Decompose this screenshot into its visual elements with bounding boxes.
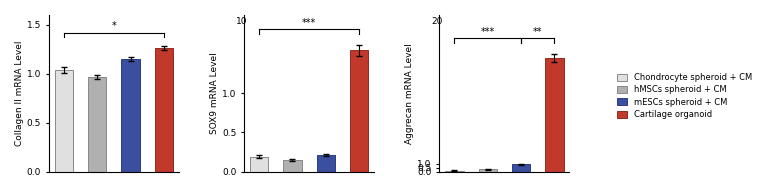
Bar	[88, 77, 106, 171]
Bar	[512, 164, 531, 171]
Text: ***: ***	[480, 27, 495, 37]
Bar	[545, 58, 563, 171]
Legend: Chondrocyte spheroid + CM, hMSCs spheroid + CM, mESCs spheroid + CM, Cartilage o: Chondrocyte spheroid + CM, hMSCs spheroi…	[615, 70, 755, 122]
Y-axis label: Collagen II mRNA Level: Collagen II mRNA Level	[15, 41, 24, 146]
Bar	[446, 170, 464, 171]
Y-axis label: SOX9 mRNA Level: SOX9 mRNA Level	[210, 52, 219, 134]
Bar	[317, 155, 335, 171]
Bar	[350, 50, 368, 171]
Text: **: **	[533, 27, 543, 37]
Bar	[478, 169, 497, 171]
Text: *: *	[112, 21, 116, 31]
Bar	[250, 157, 268, 171]
Bar	[155, 48, 173, 171]
Bar	[121, 59, 140, 171]
Text: ***: ***	[302, 18, 317, 28]
Bar	[283, 160, 301, 171]
Bar	[55, 70, 73, 171]
Text: 20: 20	[431, 17, 442, 26]
Text: 10: 10	[236, 17, 247, 26]
Y-axis label: Aggrecan mRNA Level: Aggrecan mRNA Level	[405, 43, 414, 144]
